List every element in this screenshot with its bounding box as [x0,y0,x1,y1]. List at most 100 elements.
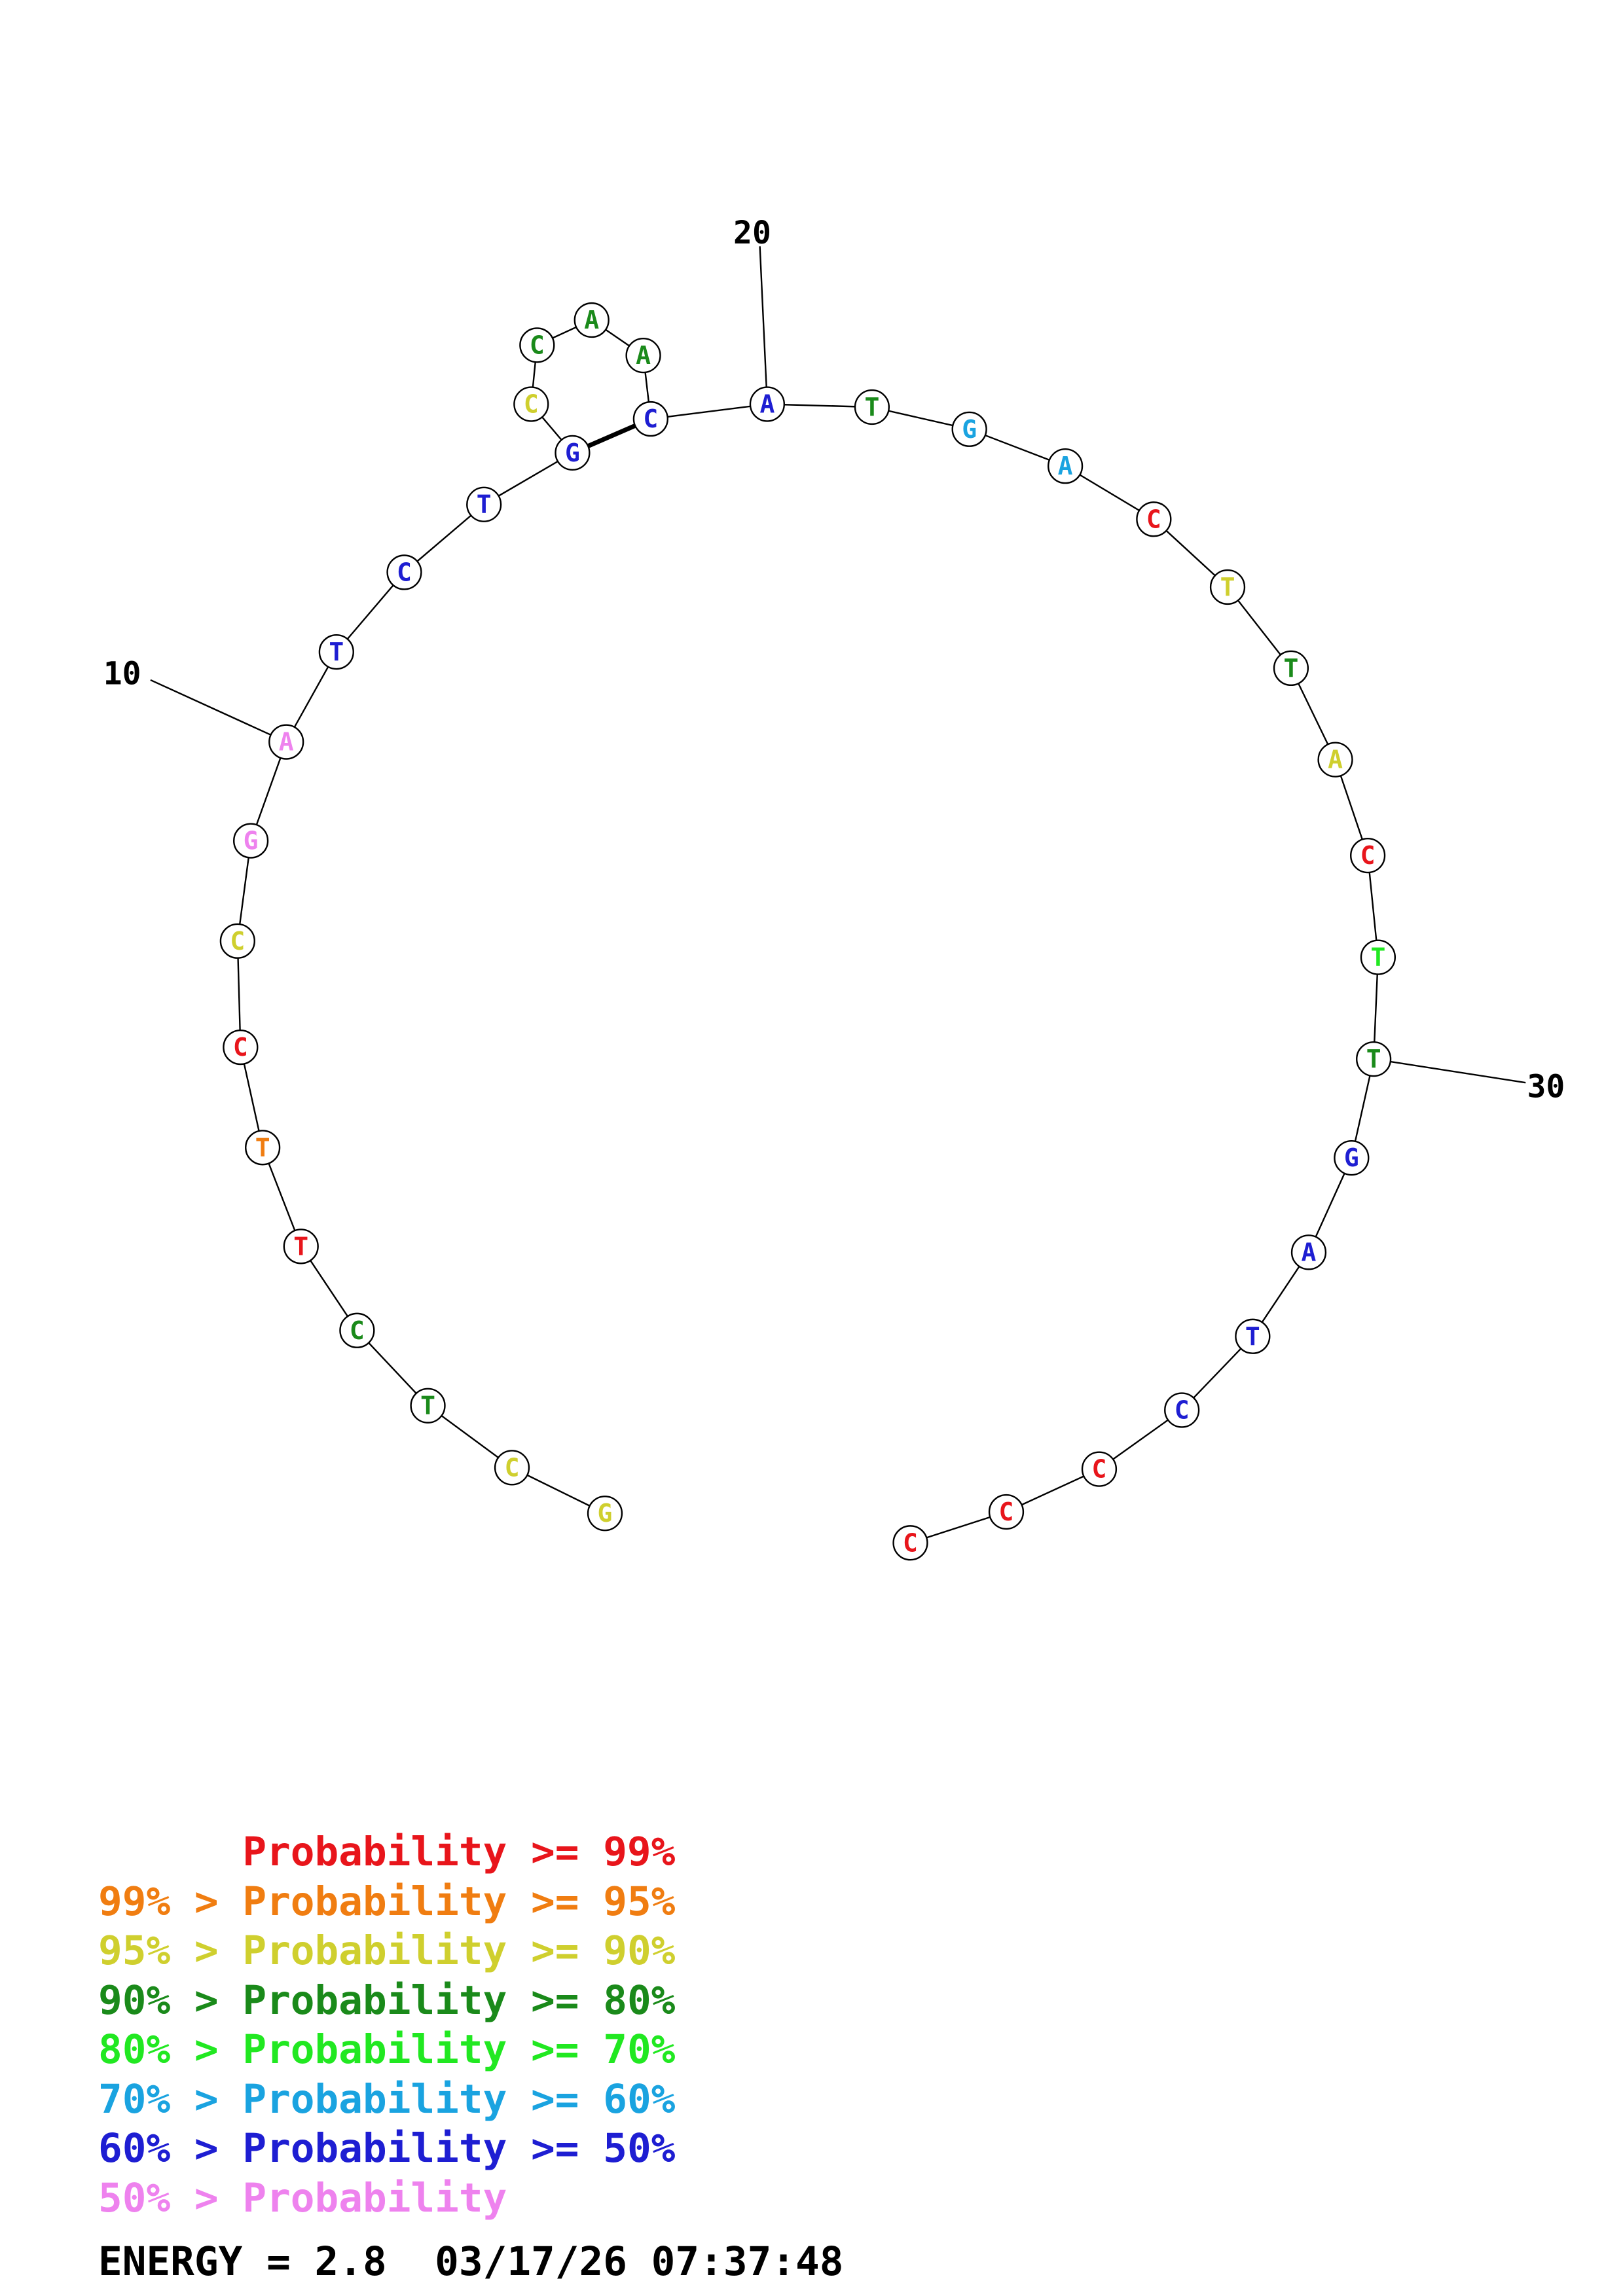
base-letter: C [643,404,658,433]
energy-value: ENERGY = 2.8 [98,2238,387,2285]
base-node-27: A [1317,742,1353,778]
legend-row: 95% > Probability >= 90% [98,1926,675,1976]
legend-prefix [98,1827,242,1877]
base-circle [1290,1234,1327,1270]
base-letter: T [1245,1322,1260,1351]
base-letter: T [293,1232,308,1261]
base-circle [268,724,304,760]
base-node-35: C [1081,1451,1118,1487]
base-circle [283,1229,319,1265]
base-node-28: C [1350,837,1386,874]
tick-line-20 [759,246,769,404]
legend-prefix: 95% > [98,1928,243,1974]
base-letter: G [1344,1143,1359,1172]
legend-row: 90% > Probability >= 80% [98,1976,675,2026]
tick-line-30 [1373,1058,1526,1084]
legend-prefix: 60% > [98,2125,243,2172]
legend-row: 80% > Probability >= 70% [98,2025,675,2075]
base-letter: T [864,393,879,422]
base-letter: C [530,331,545,359]
legend-prefix: 80% > [98,2026,243,2073]
base-letter: C [1092,1455,1107,1484]
base-node-5: T [283,1229,319,1265]
base-circle [513,386,549,422]
timestamp: 03/17/26 07:37:48 [435,2238,844,2285]
base-node-29: T [1360,939,1396,975]
base-letter: C [230,927,245,956]
base-letter: A [584,306,599,334]
base-letter: C [1146,505,1161,533]
base-letter: T [329,637,344,666]
base-node-34: C [1164,1392,1200,1428]
legend-text: Probability >= 90% [242,1928,676,1974]
base-node-16: C [519,327,555,363]
base-letter: T [1370,943,1385,972]
base-letter: G [565,439,580,467]
base-letter: A [279,728,294,757]
base-letter: A [636,341,651,370]
base-letter: A [759,389,775,418]
base-node-18: A [625,338,661,374]
legend-row: 60% > Probability >= 50% [98,2124,675,2174]
base-node-24: C [1136,501,1172,537]
base-letter: C [524,389,539,418]
base-node-1: G [587,1496,623,1532]
base-circle [1350,837,1386,874]
base-circle [892,1525,928,1561]
base-letter: A [1058,452,1073,480]
base-node-14: G [555,435,591,471]
base-circle [1081,1451,1118,1487]
base-circle [632,401,668,437]
base-circle [1334,1139,1370,1176]
position-ticks: 10 20 30 [103,215,1565,1105]
base-letter: C [1175,1395,1190,1424]
base-node-13: T [466,486,502,522]
base-node-22: G [951,411,987,447]
base-node-15: C [513,386,549,422]
tick-label-10: 10 [103,656,141,692]
legend-prefix: 70% > [98,2075,243,2123]
base-letter: C [903,1528,918,1557]
base-node-3: T [410,1388,446,1424]
base-circle [951,411,987,447]
base-letter: G [962,415,977,444]
legend-text: Probability >= 50% [242,2125,676,2172]
legend-text: Probability >= 70% [242,2026,676,2073]
base-node-20: A [749,386,786,422]
base-letter: C [1360,841,1376,870]
base-circle [1273,650,1309,687]
tick-label-30: 30 [1527,1069,1565,1105]
base-letter: G [598,1499,613,1528]
base-letter: T [477,490,492,519]
base-circle [988,1494,1025,1530]
base-circle [1360,939,1396,975]
base-node-11: T [318,634,354,670]
base-node-36: C [988,1494,1025,1530]
base-node-2: C [494,1450,530,1486]
base-node-33: T [1235,1318,1271,1354]
base-letter: T [1283,654,1298,683]
backbone-lines [236,319,1379,1544]
base-circle [219,923,255,959]
probability-legend: Probability >= 99% 99% > Probability >= 9… [98,1827,675,2223]
base-circle [1356,1041,1392,1077]
base-circle [854,389,890,425]
base-circle [494,1450,530,1486]
base-circle [245,1130,281,1166]
base-node-21: T [854,389,890,425]
base-circle [587,1496,623,1532]
base-circle [386,554,422,590]
legend-row: Probability >= 99% [98,1827,675,1877]
base-circle [574,302,610,338]
legend-prefix: 50% > [98,2174,243,2221]
base-circle [1164,1392,1200,1428]
base-node-23: A [1048,448,1084,484]
base-node-31: G [1334,1139,1370,1176]
base-circle [519,327,555,363]
tick-label-20: 20 [733,215,771,251]
base-letter: C [350,1316,365,1345]
legend-text: Probability >= 80% [242,1977,676,2024]
legend-text: Probability >= 99% [242,1829,676,1875]
base-node-10: A [268,724,304,760]
